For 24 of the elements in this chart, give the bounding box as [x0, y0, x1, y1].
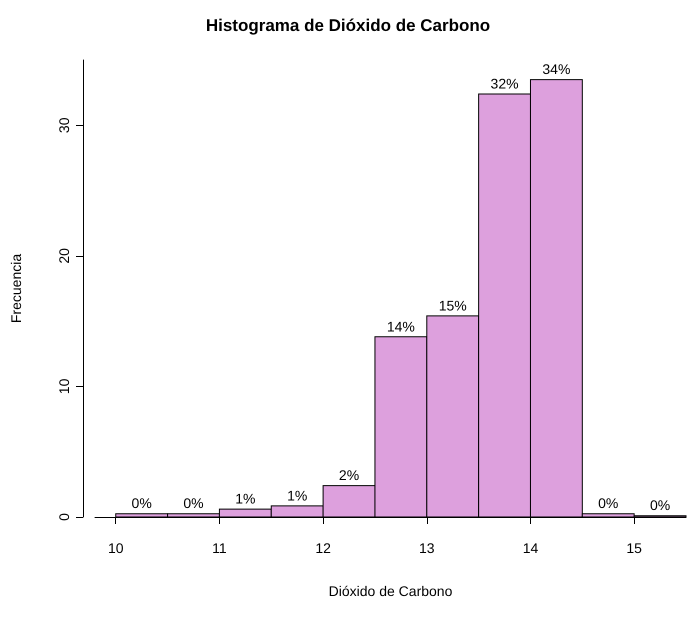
- data-label: 1%: [287, 487, 308, 504]
- data-label: 15%: [438, 297, 467, 314]
- y-tick-label: 30: [56, 117, 72, 134]
- y-tick-label: 0: [56, 512, 72, 521]
- y-axis-title: Frecuencia: [8, 254, 24, 324]
- data-label: 34%: [542, 61, 570, 78]
- data-label: 0%: [598, 495, 618, 512]
- data-label: 0%: [650, 497, 670, 514]
- data-label: 0%: [132, 495, 152, 512]
- chart-title: Histograma de Dióxido de Carbono: [206, 16, 490, 35]
- x-tick-label: 13: [419, 540, 435, 556]
- data-label: 14%: [386, 318, 415, 334]
- data-label: 2%: [338, 467, 360, 484]
- data-label: 32%: [490, 75, 519, 92]
- y-tick-label: 10: [56, 378, 72, 394]
- x-tick-label: 15: [626, 540, 642, 556]
- data-label: 1%: [235, 490, 256, 507]
- x-tick-label: 10: [108, 540, 124, 556]
- x-tick-label: 12: [315, 540, 332, 556]
- x-tick-label: 14: [522, 540, 538, 556]
- y-tick-label: 20: [56, 248, 72, 264]
- data-label: 0%: [183, 495, 204, 512]
- x-tick-label: 11: [212, 540, 227, 556]
- x-axis-title: Dióxido de Carbono: [328, 583, 453, 599]
